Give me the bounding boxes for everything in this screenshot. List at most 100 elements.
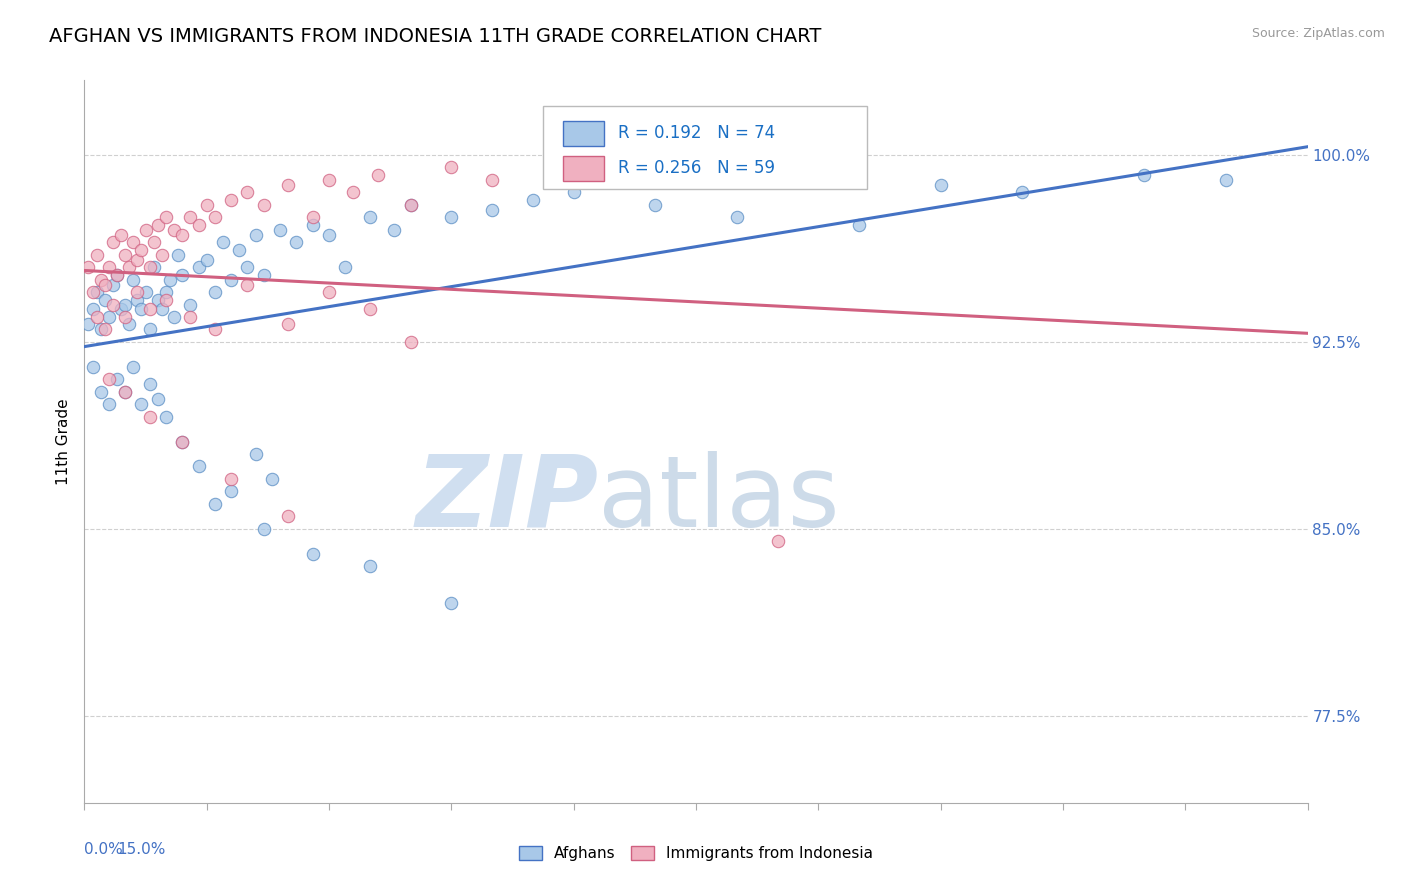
Point — [253, 268, 276, 282]
Point — [118, 318, 141, 332]
Y-axis label: 11th Grade: 11th Grade — [56, 398, 72, 485]
Point — [135, 285, 157, 299]
Point — [236, 260, 259, 274]
Text: R = 0.256   N = 59: R = 0.256 N = 59 — [617, 160, 775, 178]
Point — [236, 277, 259, 292]
Legend: Afghans, Immigrants from Indonesia: Afghans, Immigrants from Indonesia — [513, 840, 879, 867]
Point — [86, 285, 108, 299]
Point — [138, 302, 160, 317]
Point — [179, 211, 201, 225]
Point — [86, 310, 108, 324]
FancyBboxPatch shape — [562, 156, 605, 181]
Point — [159, 272, 181, 286]
Text: AFGHAN VS IMMIGRANTS FROM INDONESIA 11TH GRADE CORRELATION CHART: AFGHAN VS IMMIGRANTS FROM INDONESIA 11TH… — [49, 27, 821, 45]
Point — [219, 272, 242, 286]
Point — [163, 310, 186, 324]
Text: ZIP: ZIP — [415, 450, 598, 548]
Point — [82, 359, 104, 374]
Point — [131, 302, 153, 317]
Point — [204, 497, 226, 511]
Point — [131, 243, 153, 257]
Point — [204, 322, 226, 336]
Point — [301, 547, 323, 561]
Point — [114, 384, 136, 399]
Point — [138, 409, 160, 424]
Point — [122, 235, 145, 250]
Point — [155, 409, 177, 424]
Point — [318, 227, 340, 242]
Point — [212, 235, 235, 250]
Point — [105, 268, 128, 282]
Point — [245, 227, 267, 242]
Point — [142, 260, 165, 274]
Point — [90, 322, 112, 336]
Point — [301, 218, 323, 232]
Point — [318, 285, 340, 299]
Point — [90, 272, 112, 286]
Point — [1215, 173, 1237, 187]
Point — [848, 218, 870, 232]
FancyBboxPatch shape — [562, 121, 605, 145]
Point — [562, 186, 585, 200]
Point — [179, 297, 201, 311]
Point — [399, 334, 422, 349]
Point — [440, 597, 463, 611]
Point — [101, 297, 124, 311]
Point — [114, 297, 136, 311]
Point — [929, 178, 952, 192]
Point — [359, 211, 381, 225]
Point — [101, 277, 124, 292]
Point — [155, 293, 177, 307]
Text: 15.0%: 15.0% — [118, 842, 166, 856]
Point — [93, 322, 115, 336]
Point — [77, 318, 100, 332]
Point — [172, 434, 194, 449]
Point — [219, 484, 242, 499]
Point — [236, 186, 259, 200]
Point — [285, 235, 308, 250]
Point — [127, 252, 149, 267]
Point — [86, 248, 108, 262]
Point — [399, 198, 422, 212]
Point — [114, 310, 136, 324]
Point — [253, 522, 276, 536]
Point — [172, 434, 194, 449]
Text: 0.0%: 0.0% — [84, 842, 124, 856]
Point — [277, 318, 299, 332]
Point — [367, 168, 389, 182]
Point — [150, 302, 173, 317]
Point — [725, 211, 748, 225]
Point — [359, 302, 381, 317]
Point — [359, 559, 381, 574]
Point — [269, 223, 291, 237]
Point — [97, 310, 120, 324]
Point — [253, 198, 276, 212]
Point — [101, 235, 124, 250]
Point — [110, 302, 132, 317]
Point — [1011, 186, 1033, 200]
Point — [399, 198, 422, 212]
Point — [155, 211, 177, 225]
Point — [167, 248, 190, 262]
Point — [228, 243, 250, 257]
Point — [97, 260, 120, 274]
Point — [245, 447, 267, 461]
Point — [301, 211, 323, 225]
Point — [138, 377, 160, 392]
Point — [187, 459, 209, 474]
Point — [440, 161, 463, 175]
Point — [127, 293, 149, 307]
Point — [122, 359, 145, 374]
Point — [105, 372, 128, 386]
Point — [122, 272, 145, 286]
Text: atlas: atlas — [598, 450, 839, 548]
Point — [135, 223, 157, 237]
Point — [127, 285, 149, 299]
Text: Source: ZipAtlas.com: Source: ZipAtlas.com — [1251, 27, 1385, 40]
Point — [382, 223, 405, 237]
Point — [318, 173, 340, 187]
Point — [105, 268, 128, 282]
Point — [277, 509, 299, 524]
Point — [522, 193, 544, 207]
Point — [172, 268, 194, 282]
